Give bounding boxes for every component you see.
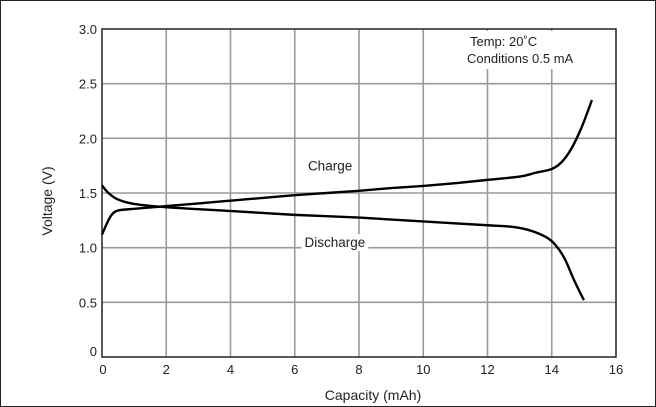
- plot-area-border: [101, 28, 617, 358]
- y-tick-label: 3.0: [79, 22, 97, 37]
- x-tick-label: 0: [99, 362, 106, 377]
- x-axis-ticks: 0 2 4 6 8 10 12 14 16: [99, 362, 623, 377]
- series-line-charge: [100, 99, 594, 236]
- series-line-discharge: [101, 184, 585, 301]
- annotation-conditions: Conditions 0.5 mA: [467, 51, 574, 66]
- y-axis-label: Voltage (V): [39, 166, 55, 235]
- y-axis-ticks: 0 0.5 1.0 1.5 2.0 2.5 3.0: [79, 22, 97, 359]
- charge-label-bg: [304, 157, 356, 175]
- y-tick-label: 2.0: [79, 131, 97, 146]
- x-tick-label: 12: [480, 362, 494, 377]
- series-group: [100, 99, 594, 301]
- x-tick-label: 10: [416, 362, 430, 377]
- annotation-temp: Temp: 20˚C: [470, 34, 537, 49]
- x-tick-label: 14: [545, 362, 559, 377]
- x-tick-label: 2: [163, 362, 170, 377]
- x-tick-label: 6: [291, 362, 298, 377]
- charge-label: Charge: [308, 159, 352, 174]
- annotation-background: [462, 31, 579, 69]
- grid-lines: [102, 29, 616, 357]
- x-tick-label: 4: [227, 362, 234, 377]
- x-axis-label: Capacity (mAh): [325, 387, 421, 403]
- y-tick-label: 2.5: [79, 77, 97, 92]
- y-tick-label: 1.5: [79, 186, 97, 201]
- y-tick-label: 0.5: [79, 295, 97, 310]
- x-tick-label: 16: [609, 362, 623, 377]
- discharge-label: Discharge: [305, 235, 366, 250]
- x-tick-label: 8: [355, 362, 362, 377]
- discharge-label-bg: [301, 234, 369, 252]
- y-tick-label: 1.0: [79, 241, 97, 256]
- y-tick-label: 0: [90, 344, 97, 359]
